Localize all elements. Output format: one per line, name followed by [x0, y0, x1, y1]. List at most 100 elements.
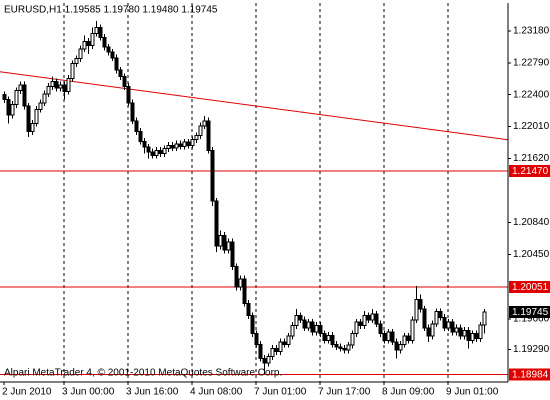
candle-body — [142, 140, 147, 148]
candle-body — [458, 327, 463, 337]
candle-body — [258, 343, 263, 359]
candle-body — [238, 278, 243, 288]
candle-body — [94, 27, 99, 34]
candle-body — [330, 334, 335, 345]
candle-body — [158, 149, 163, 155]
candle-body — [338, 346, 343, 349]
candle-body — [234, 266, 239, 288]
y-tick-label: 1.22400 — [513, 89, 550, 100]
y-tick-label: 1.21620 — [513, 153, 550, 164]
candle-body — [82, 40, 87, 50]
candle-body — [146, 146, 151, 153]
candle-body — [226, 241, 231, 251]
candle-body — [218, 234, 223, 247]
level-label-box — [509, 280, 550, 293]
candle-body — [130, 102, 135, 122]
candle-body — [422, 308, 427, 329]
y-tick-label: 1.20450 — [513, 249, 550, 260]
candle-body — [314, 325, 319, 333]
level-label-box — [509, 164, 550, 177]
candle-body — [170, 144, 175, 149]
candle-body — [446, 321, 451, 329]
candle-body — [126, 85, 131, 104]
candle-body — [110, 51, 115, 59]
x-tick-label: 3 Jun 00:00 — [62, 387, 115, 398]
candle-body — [398, 343, 403, 351]
candle-body — [178, 143, 183, 147]
candle-body — [210, 149, 215, 202]
candle-body — [430, 323, 435, 337]
level-label-box — [509, 368, 550, 381]
candle-body — [18, 84, 23, 92]
candle-body — [294, 315, 299, 327]
x-tick-label: 8 Jun 09:00 — [382, 387, 435, 398]
candle-body — [106, 46, 111, 53]
candle-body — [90, 32, 95, 47]
candle-body — [454, 327, 459, 333]
candle-body — [358, 321, 363, 327]
candle-body — [362, 315, 367, 327]
candle-body — [370, 313, 375, 321]
candle-body — [182, 141, 187, 147]
candle-body — [246, 302, 251, 317]
y-tick-label: 1.20840 — [513, 217, 550, 228]
candle-body — [470, 333, 475, 341]
candle-body — [42, 93, 47, 104]
candle-body — [450, 321, 455, 333]
candle-body — [382, 333, 387, 341]
candle-body — [414, 298, 419, 321]
x-tick-label: 3 Jun 16:00 — [126, 387, 179, 398]
candle-body — [2, 94, 7, 101]
candle-body — [26, 105, 31, 133]
candle-body — [282, 341, 287, 345]
candle-body — [410, 319, 415, 341]
candle-body — [310, 321, 315, 333]
level-label: 1.18984 — [512, 369, 549, 380]
y-tick-label: 1.22790 — [513, 57, 550, 68]
candle-body — [418, 298, 423, 310]
candle-body — [74, 58, 79, 65]
candle-body — [482, 311, 487, 326]
candle-body — [50, 81, 55, 87]
candle-body — [54, 81, 59, 89]
candle-body — [378, 323, 383, 335]
candle-body — [102, 36, 107, 48]
candle-body — [302, 319, 307, 329]
candle-body — [206, 120, 211, 151]
candle-body — [474, 333, 479, 340]
candle-body — [354, 321, 359, 335]
candle-body — [190, 139, 195, 146]
y-tick-label: 1.19290 — [513, 344, 550, 355]
candle-body — [222, 234, 227, 251]
candle-body — [186, 141, 191, 146]
candle-body — [262, 357, 267, 364]
candle-body — [30, 122, 35, 133]
candle-body — [342, 347, 347, 351]
candle-body — [270, 347, 275, 358]
candle-body — [350, 333, 355, 346]
y-tick-label: 1.22010 — [513, 121, 550, 132]
x-tick-label: 4 Jun 08:00 — [190, 387, 243, 398]
x-tick-label: 9 Jun 01:00 — [446, 387, 499, 398]
candle-body — [322, 333, 327, 341]
candle-body — [22, 84, 27, 107]
x-tick-label: 2 Jun 2010 — [2, 387, 52, 398]
candle-body — [134, 120, 139, 133]
candle-body — [194, 135, 199, 141]
candle-body — [242, 278, 247, 304]
candle-body — [278, 341, 283, 353]
candle-body — [62, 84, 67, 92]
candle-body — [154, 149, 159, 156]
candle-body — [138, 131, 143, 142]
candle-body — [318, 325, 323, 335]
candle-body — [14, 90, 19, 106]
y-tick-label: 1.19660 — [513, 314, 550, 325]
candle-body — [306, 321, 311, 329]
level-label: 1.21470 — [512, 166, 549, 177]
x-tick-label: 7 Jun 17:00 — [318, 387, 371, 398]
candle-body — [46, 85, 51, 95]
axes: 1.23180 1.22790 1.22400 1.22010 1.21620 1.208… — [0, 3, 550, 398]
candles — [2, 21, 487, 374]
candle-body — [346, 344, 351, 351]
